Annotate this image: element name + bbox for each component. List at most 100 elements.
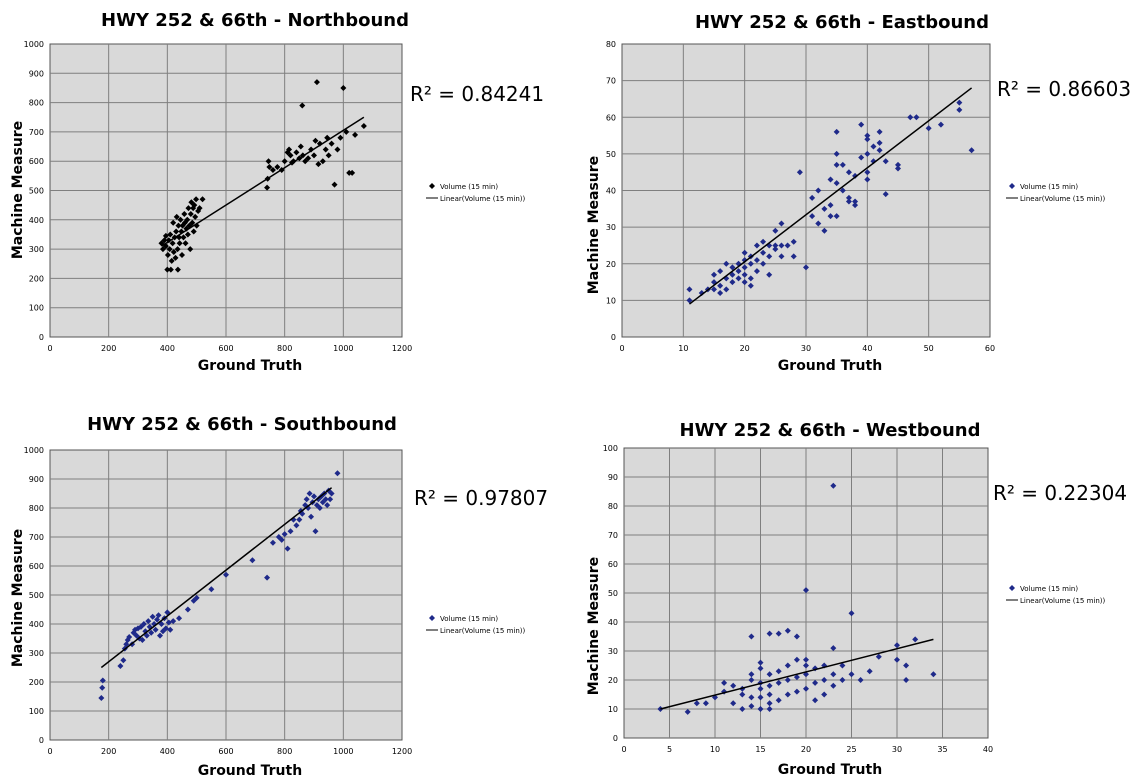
data-point (876, 139, 883, 146)
data-point (895, 161, 901, 168)
data-point (748, 677, 755, 683)
data-point (175, 222, 182, 229)
data-point (315, 161, 322, 168)
data-point (334, 470, 341, 477)
data-point (852, 202, 859, 209)
data-point (803, 264, 809, 271)
data-point (845, 198, 852, 205)
data-point (821, 227, 828, 234)
y-tick-label: 40 (608, 618, 618, 627)
data-point (169, 240, 176, 247)
data-point (845, 169, 852, 176)
x-tick-label: 10 (678, 344, 688, 353)
data-point (793, 633, 800, 640)
data-point (249, 557, 256, 564)
data-point (894, 656, 900, 663)
legend-label: Linear(Volume (15 min)) (1020, 195, 1106, 203)
data-point (265, 158, 272, 165)
data-point (875, 653, 882, 660)
data-point (748, 671, 755, 678)
data-point (793, 688, 800, 695)
y-tick-label: 10 (606, 296, 616, 305)
y-tick-label: 600 (29, 157, 44, 166)
r-squared-label: R² = 0.97807 (414, 486, 548, 510)
data-point (760, 260, 767, 267)
chart-title: HWY 252 & 66th - Southbound (87, 414, 397, 435)
legend-marker-icon (429, 183, 435, 189)
y-tick-label: 60 (608, 560, 618, 569)
data-point (152, 626, 159, 633)
data-point (821, 677, 828, 683)
data-point (176, 240, 183, 247)
data-point (172, 254, 179, 261)
data-point (784, 627, 791, 634)
x-tick-label: 1200 (392, 344, 412, 353)
data-point (857, 677, 864, 683)
x-tick-label: 0 (47, 344, 52, 353)
data-point (287, 528, 294, 535)
data-point (174, 266, 181, 273)
data-point (937, 121, 944, 128)
data-point (827, 176, 834, 183)
y-tick-label: 0 (39, 333, 44, 342)
data-point (730, 682, 737, 689)
data-point (895, 165, 901, 172)
data-point (193, 594, 200, 601)
y-tick-label: 900 (29, 69, 44, 78)
data-point (735, 268, 742, 275)
data-point (925, 125, 932, 132)
x-tick-label: 25 (846, 745, 856, 754)
data-point (760, 238, 767, 245)
x-tick-label: 20 (801, 745, 811, 754)
data-point (784, 677, 791, 683)
data-point (313, 79, 320, 86)
data-point (757, 706, 764, 712)
data-point (815, 187, 822, 194)
data-point (711, 271, 717, 278)
data-point (821, 205, 828, 212)
y-tick-label: 20 (608, 676, 618, 685)
data-point (803, 685, 809, 692)
data-point (741, 249, 748, 256)
chart-title: HWY 252 & 66th - Eastbound (695, 12, 989, 33)
data-point (717, 268, 724, 275)
data-point (775, 668, 782, 675)
data-point (747, 275, 754, 282)
data-point (145, 618, 152, 625)
data-point (293, 522, 300, 529)
y-tick-label: 100 (603, 444, 618, 453)
y-tick-label: 40 (606, 187, 616, 196)
data-point (360, 123, 367, 130)
data-point (167, 231, 174, 238)
data-point (120, 657, 127, 664)
legend-label: Volume (15 min) (1020, 585, 1078, 593)
data-point (352, 131, 359, 138)
southbound-chart: HWY 252 & 66th - Southbound 0 100 200 300 400… (10, 414, 548, 779)
data-point (753, 242, 760, 249)
data-point (766, 271, 773, 278)
data-point (208, 586, 215, 593)
data-point (306, 490, 313, 497)
data-point (296, 516, 303, 523)
data-point (305, 155, 312, 162)
legend-marker-icon (429, 615, 435, 621)
data-point (766, 691, 773, 698)
legend-label: Volume (15 min) (1020, 183, 1078, 191)
data-point (266, 164, 273, 171)
y-tick-label: 800 (29, 99, 44, 108)
data-point (176, 615, 183, 622)
data-point (299, 102, 306, 109)
data-point (199, 196, 206, 203)
y-tick-label: 30 (606, 223, 616, 232)
x-tick-label: 0 (47, 747, 52, 756)
data-point (848, 610, 855, 617)
data-point (839, 662, 846, 669)
data-point (312, 137, 319, 144)
data-point (711, 286, 717, 293)
data-point (790, 253, 797, 260)
data-point (717, 282, 724, 289)
data-point (815, 220, 822, 227)
data-point (833, 213, 840, 220)
data-point (748, 703, 755, 710)
data-point (173, 213, 180, 220)
